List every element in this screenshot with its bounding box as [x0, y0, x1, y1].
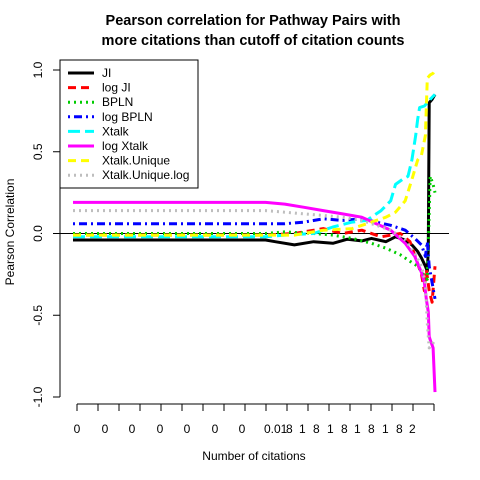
legend-label: BPLN: [102, 95, 133, 109]
legend-label: Xtalk.Unique.log: [102, 168, 189, 182]
x-tick-label: 1: [327, 422, 334, 436]
x-tick-label: 0: [184, 422, 191, 436]
y-tick-label: 1.0: [31, 61, 45, 78]
x-tick-label: 8: [341, 422, 348, 436]
x-tick-label: 8: [286, 422, 293, 436]
y-axis: 1.0 0.5 0.0 -0.5 -1.0: [31, 61, 61, 407]
legend-label: log Xtalk: [102, 139, 149, 153]
legend-box: [59, 59, 199, 189]
x-tick-label: 0: [102, 422, 109, 436]
y-tick-label: 0.5: [31, 143, 45, 160]
x-tick-label: 8: [368, 422, 375, 436]
y-tick-label: 0.0: [31, 225, 45, 242]
x-axis: 0 0 0 0 0 0 0 0.018 1 8 1 8 1 8 1 8 2: [74, 403, 435, 436]
legend-label: log BPLN: [102, 110, 153, 124]
x-tick-label: 8: [313, 422, 320, 436]
series-line-log-ji: [73, 227, 437, 304]
x-tick-label: 8: [396, 422, 403, 436]
y-tick-label: -1.0: [31, 386, 45, 407]
legend-label: log JI: [102, 81, 131, 95]
series-line-xtalk-unique: [73, 69, 437, 237]
x-tick-label: 0.01: [264, 422, 288, 436]
legend-label: JI: [102, 66, 111, 80]
x-tick-label: 0: [239, 422, 246, 436]
x-axis-label: Number of citations: [202, 449, 305, 463]
series-line-log-bpln: [73, 217, 437, 300]
x-tick-label: 0: [74, 422, 81, 436]
title-line-2: more citations than cutoff of citation c…: [102, 33, 405, 49]
series-line-xtalk-unique-log: [73, 209, 437, 350]
x-tick-label: 1: [382, 422, 389, 436]
legend-label: Xtalk.Unique: [102, 154, 170, 168]
x-tick-label: 0: [212, 422, 219, 436]
x-tick-label: 2: [409, 422, 416, 436]
series-line-log-xtalk: [73, 200, 437, 393]
plot-area: [73, 69, 437, 393]
series-line-bpln: [73, 174, 437, 281]
legend-label: Xtalk: [102, 124, 130, 138]
x-tick-label: 0: [157, 422, 164, 436]
x-tick-label: 1: [354, 422, 361, 436]
chart-title: Pearson correlation for Pathway Pairs wi…: [102, 13, 405, 49]
x-tick-label: 1: [299, 422, 306, 436]
y-tick-label: -0.5: [31, 305, 45, 326]
title-line-1: Pearson correlation for Pathway Pairs wi…: [106, 13, 401, 29]
x-tick-label: 0: [129, 422, 136, 436]
y-axis-label: Pearson Correlation: [3, 179, 17, 286]
